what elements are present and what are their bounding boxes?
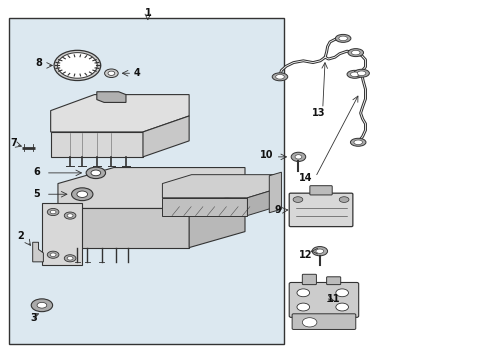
- Text: 12: 12: [298, 251, 312, 260]
- Text: 1: 1: [145, 9, 151, 18]
- Ellipse shape: [67, 214, 73, 217]
- Text: 5: 5: [34, 189, 41, 199]
- Ellipse shape: [91, 170, 101, 176]
- Polygon shape: [42, 203, 82, 265]
- Ellipse shape: [64, 255, 76, 262]
- Text: 6: 6: [34, 167, 41, 177]
- Ellipse shape: [47, 208, 59, 216]
- Ellipse shape: [64, 212, 76, 219]
- Polygon shape: [162, 198, 247, 216]
- Ellipse shape: [339, 197, 349, 202]
- Ellipse shape: [354, 140, 363, 145]
- Ellipse shape: [357, 71, 366, 76]
- Polygon shape: [58, 208, 189, 248]
- FancyBboxPatch shape: [289, 283, 359, 318]
- Ellipse shape: [347, 70, 363, 78]
- FancyBboxPatch shape: [302, 274, 317, 285]
- Polygon shape: [143, 116, 189, 157]
- Text: 7: 7: [11, 138, 18, 148]
- Text: 3: 3: [30, 313, 37, 323]
- Polygon shape: [33, 242, 44, 262]
- Ellipse shape: [72, 188, 93, 201]
- Ellipse shape: [350, 138, 366, 146]
- Polygon shape: [189, 193, 245, 248]
- Text: 2: 2: [17, 231, 24, 241]
- Ellipse shape: [77, 191, 88, 197]
- Ellipse shape: [316, 249, 324, 253]
- Ellipse shape: [295, 155, 302, 159]
- Ellipse shape: [37, 302, 47, 308]
- Ellipse shape: [293, 197, 303, 202]
- Text: 14: 14: [298, 173, 312, 183]
- Ellipse shape: [297, 289, 310, 297]
- Polygon shape: [50, 132, 143, 157]
- Text: 4: 4: [133, 68, 140, 78]
- FancyBboxPatch shape: [310, 186, 332, 195]
- Ellipse shape: [351, 50, 360, 55]
- Text: 9: 9: [275, 205, 281, 215]
- Ellipse shape: [297, 303, 310, 311]
- Text: 13: 13: [312, 108, 325, 118]
- Text: 11: 11: [327, 294, 340, 304]
- Ellipse shape: [350, 72, 359, 77]
- Text: 8: 8: [36, 58, 43, 68]
- Ellipse shape: [67, 257, 73, 260]
- FancyBboxPatch shape: [327, 277, 341, 285]
- Polygon shape: [58, 167, 245, 208]
- Ellipse shape: [104, 69, 118, 77]
- Polygon shape: [162, 175, 276, 198]
- Ellipse shape: [335, 35, 351, 42]
- Ellipse shape: [86, 167, 105, 179]
- Ellipse shape: [354, 69, 369, 77]
- Polygon shape: [97, 92, 126, 103]
- Ellipse shape: [302, 318, 317, 327]
- Ellipse shape: [291, 152, 306, 162]
- Bar: [9, 18, 284, 344]
- Ellipse shape: [336, 289, 348, 297]
- Ellipse shape: [108, 71, 115, 75]
- Polygon shape: [50, 95, 189, 132]
- Ellipse shape: [47, 251, 59, 258]
- Ellipse shape: [50, 253, 56, 257]
- Ellipse shape: [348, 49, 364, 57]
- FancyBboxPatch shape: [289, 193, 353, 226]
- Ellipse shape: [50, 210, 56, 214]
- Ellipse shape: [312, 247, 328, 256]
- Ellipse shape: [336, 303, 348, 311]
- Ellipse shape: [31, 299, 52, 312]
- Ellipse shape: [276, 75, 284, 79]
- Ellipse shape: [57, 53, 97, 78]
- Ellipse shape: [54, 50, 101, 81]
- Polygon shape: [270, 172, 281, 213]
- Text: 10: 10: [260, 150, 273, 160]
- Ellipse shape: [272, 73, 288, 81]
- Polygon shape: [247, 189, 276, 216]
- Ellipse shape: [339, 36, 347, 41]
- FancyBboxPatch shape: [292, 314, 356, 329]
